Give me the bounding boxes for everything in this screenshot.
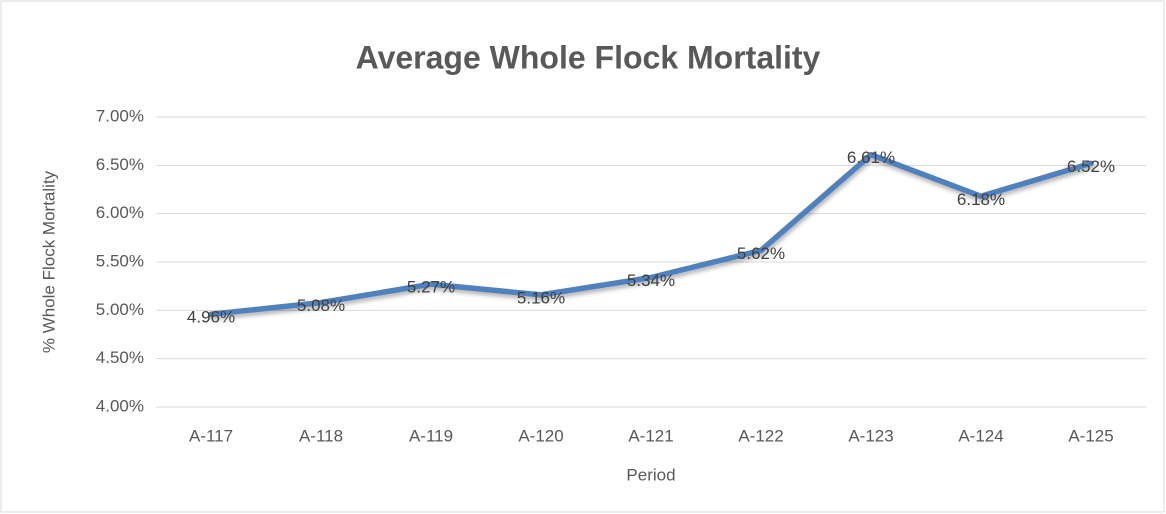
- x-tick-label: A-125: [1068, 426, 1113, 445]
- x-tick-label: A-117: [189, 426, 233, 445]
- data-label: 5.16%: [517, 288, 565, 307]
- y-tick-label: 6.00%: [96, 203, 144, 222]
- y-tick-label: 4.50%: [96, 348, 144, 367]
- x-axis-title: Period: [626, 465, 675, 484]
- x-tick-label: A-122: [738, 426, 783, 445]
- x-tick-label: A-121: [628, 426, 673, 445]
- x-tick-label: A-120: [518, 426, 563, 445]
- y-tick-label: 5.50%: [96, 251, 144, 270]
- data-label: 5.34%: [627, 271, 675, 290]
- x-tick-label: A-124: [958, 426, 1003, 445]
- chart-title: Average Whole Flock Mortality: [356, 39, 821, 75]
- y-tick-label: 6.50%: [96, 155, 144, 174]
- data-label: 5.27%: [407, 278, 455, 297]
- data-label: 6.52%: [1067, 157, 1115, 176]
- data-label: 4.96%: [187, 308, 235, 327]
- y-axis-title: % Whole Flock Mortality: [39, 170, 58, 353]
- y-tick-label: 4.00%: [96, 396, 144, 415]
- data-label: 6.61%: [847, 148, 895, 167]
- x-tick-label: A-118: [299, 426, 343, 445]
- data-label: 5.08%: [297, 296, 345, 315]
- line-series: [208, 151, 1094, 317]
- data-label: 5.62%: [737, 244, 785, 263]
- y-tick-label: 7.00%: [96, 106, 144, 125]
- x-tick-label: A-123: [848, 426, 893, 445]
- data-label: 6.18%: [957, 190, 1005, 209]
- x-tick-label: A-119: [409, 426, 453, 445]
- y-tick-label: 5.00%: [96, 300, 144, 319]
